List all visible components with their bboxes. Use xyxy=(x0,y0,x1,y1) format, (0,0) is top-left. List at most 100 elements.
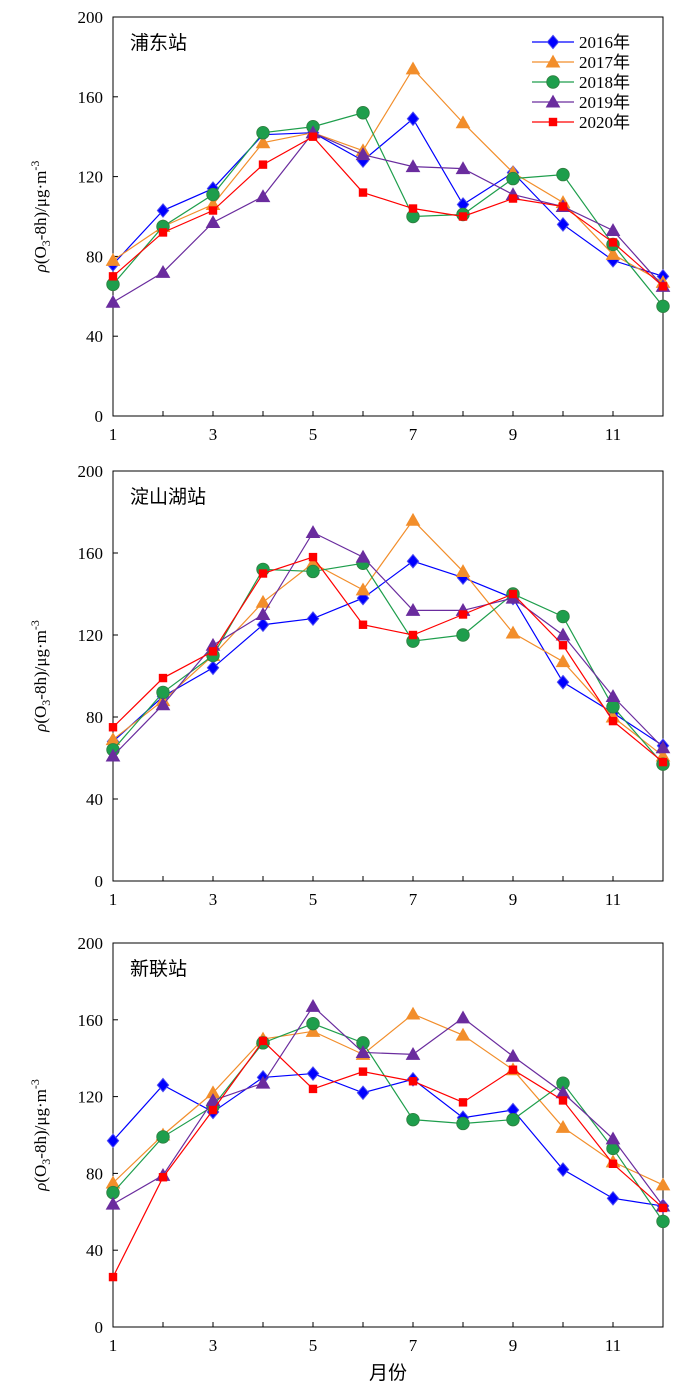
panel-title: 淀山湖站 xyxy=(130,486,206,508)
data-point xyxy=(555,1085,571,1099)
x-tick-label: 9 xyxy=(509,1336,518,1355)
data-point xyxy=(405,61,421,75)
data-point xyxy=(108,723,118,732)
legend-marker xyxy=(545,54,561,68)
series-line xyxy=(112,1022,664,1222)
data-point xyxy=(258,569,268,578)
data-point xyxy=(605,223,621,236)
data-point xyxy=(505,1048,521,1062)
y-tick-label: 120 xyxy=(78,168,104,187)
data-point xyxy=(255,189,271,203)
y-tick-label: 0 xyxy=(95,407,104,426)
series-2019年 xyxy=(105,525,671,762)
y-tick-label: 200 xyxy=(78,8,104,27)
data-point xyxy=(408,204,418,213)
chart-panel: 0 40 80 120 160 200 1 3 5 7 9 11 淀山湖站 ρ(O3-8h)/μg·m-3 xyxy=(28,462,671,909)
data-point xyxy=(305,1023,321,1037)
x-tick-label: 3 xyxy=(209,890,218,909)
data-point xyxy=(656,1214,670,1229)
data-point xyxy=(408,630,418,640)
y-tick-label: 120 xyxy=(78,626,104,645)
x-tick-label: 3 xyxy=(209,1336,218,1355)
series-line xyxy=(112,1005,664,1207)
plot-frame xyxy=(112,470,664,882)
panel-title: 新联站 xyxy=(130,958,187,980)
data-point xyxy=(556,167,570,182)
series-line xyxy=(112,117,664,277)
data-point xyxy=(606,1190,620,1206)
legend-label: 2020年 xyxy=(579,113,630,132)
data-point xyxy=(108,272,118,281)
y-tick-label: 160 xyxy=(78,1011,104,1030)
x-tick-label: 7 xyxy=(409,890,418,909)
series-2020年 xyxy=(108,1036,668,1282)
data-point xyxy=(258,1036,268,1046)
data-point xyxy=(658,282,668,291)
series-line xyxy=(112,519,664,757)
series-line xyxy=(112,560,664,747)
data-point xyxy=(406,553,420,569)
data-point xyxy=(205,1093,221,1106)
data-point xyxy=(455,1010,471,1024)
data-point xyxy=(355,549,371,563)
data-point xyxy=(408,1077,418,1086)
data-point xyxy=(405,159,421,173)
data-point xyxy=(306,564,320,579)
chart-panel: 0 40 80 120 160 200 1 3 5 7 9 11 浦东站 ρ(O3-8h)/μg·m-3 2… xyxy=(28,8,671,444)
series-line xyxy=(112,1040,664,1278)
data-point xyxy=(258,160,268,169)
data-point xyxy=(506,171,520,186)
x-tick-label: 5 xyxy=(309,425,318,444)
data-point xyxy=(105,253,121,266)
data-point xyxy=(455,1027,471,1041)
legend-marker xyxy=(548,117,558,127)
x-tick-label: 1 xyxy=(109,1336,118,1355)
data-point xyxy=(405,1047,421,1060)
data-point xyxy=(405,603,421,616)
series-2019年 xyxy=(105,999,671,1212)
x-tick-label: 11 xyxy=(605,890,621,909)
data-point xyxy=(106,1133,120,1149)
y-tick-label: 0 xyxy=(95,1318,104,1337)
x-tick-label: 9 xyxy=(509,890,518,909)
y-tick-label: 0 xyxy=(95,872,104,891)
y-tick-label: 40 xyxy=(86,790,103,809)
data-point xyxy=(405,512,421,526)
data-point xyxy=(605,1131,621,1145)
data-point xyxy=(306,611,320,627)
data-point xyxy=(355,147,371,161)
data-point xyxy=(506,1112,520,1127)
x-tick-label: 7 xyxy=(409,1336,418,1355)
chart-panel: 0 40 80 120 160 200 1 3 5 7 9 11 新联站 ρ(O3-8h)/μg·m-3 月… xyxy=(28,934,671,1384)
series-2018年 xyxy=(106,1016,670,1229)
x-tick-label: 5 xyxy=(309,890,318,909)
legend-marker xyxy=(545,94,561,108)
data-point xyxy=(508,194,518,203)
data-point xyxy=(158,228,168,237)
data-point xyxy=(556,609,570,624)
data-point xyxy=(155,697,171,711)
plot-frame xyxy=(112,942,664,1328)
data-point xyxy=(206,187,220,202)
data-point xyxy=(208,647,218,656)
series-2018年 xyxy=(106,106,670,313)
data-point xyxy=(605,247,621,260)
y-tick-label: 160 xyxy=(78,88,104,107)
series-line xyxy=(112,112,664,307)
x-tick-label: 9 xyxy=(509,425,518,444)
data-point xyxy=(455,564,471,577)
data-point xyxy=(406,111,420,127)
series-line xyxy=(112,131,664,303)
series-2016年 xyxy=(106,111,670,284)
data-point xyxy=(156,1130,170,1144)
data-point xyxy=(556,674,570,690)
y-axis-label: ρ(O3-8h)/μg·m-3 xyxy=(28,161,53,274)
data-point xyxy=(405,1006,421,1020)
data-point xyxy=(358,188,368,197)
data-point xyxy=(255,594,271,608)
x-tick-label: 11 xyxy=(605,425,621,444)
data-point xyxy=(458,610,468,619)
data-point xyxy=(558,202,568,211)
data-point xyxy=(255,135,271,149)
